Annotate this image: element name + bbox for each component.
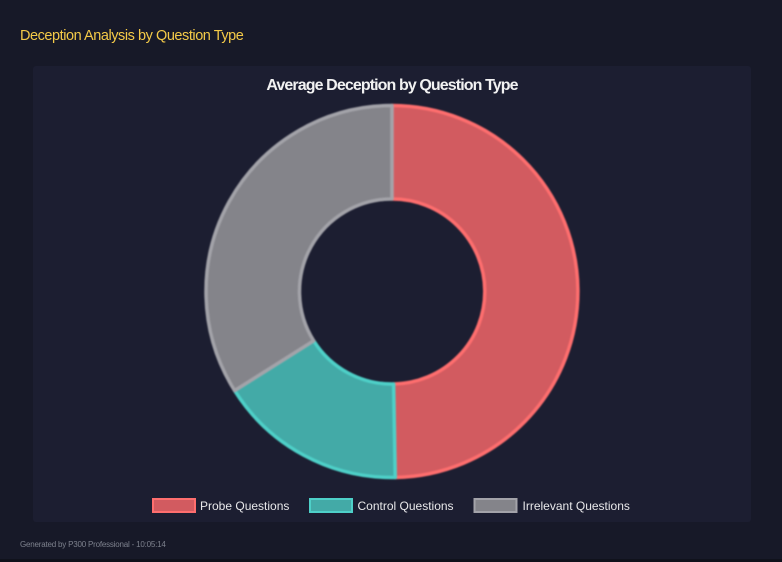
svg-text:Probe Questions: Probe Questions bbox=[200, 499, 289, 513]
svg-text:Control Questions: Control Questions bbox=[358, 499, 454, 513]
svg-text:Average Deception by Question: Average Deception by Question Type bbox=[266, 77, 518, 94]
svg-text:Irrelevant Questions: Irrelevant Questions bbox=[523, 499, 630, 513]
